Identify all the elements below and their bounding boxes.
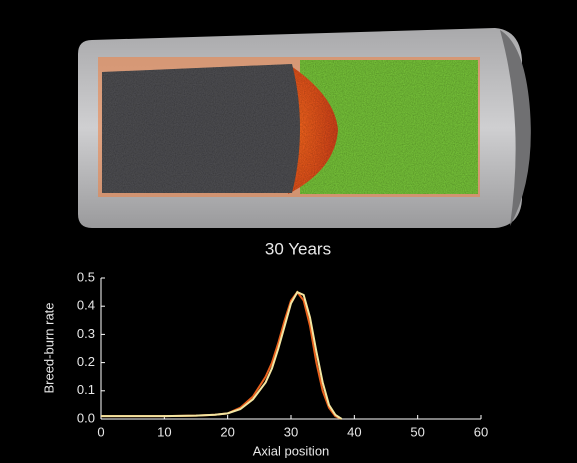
y-tick-label: 0.1 [77, 382, 95, 397]
y-tick-label: 0.0 [77, 410, 95, 425]
x-tick-label: 40 [347, 424, 361, 439]
cladding-end [500, 30, 531, 226]
series-line [101, 290, 343, 420]
x-tick-label: 30 [284, 424, 298, 439]
x-tick-label: 50 [410, 424, 424, 439]
fuel-rod-illustration [78, 28, 531, 228]
y-tick-label: 0.4 [77, 298, 95, 313]
y-tick-label: 0.2 [77, 354, 95, 369]
burn-wave [288, 64, 338, 194]
y-tick-label: 0.3 [77, 326, 95, 341]
x-tick-label: 20 [220, 424, 234, 439]
x-tick-label: 60 [474, 424, 488, 439]
y-tick-label: 0.5 [77, 269, 95, 284]
y-axis-label: Breed-burn rate [41, 302, 56, 393]
x-tick-label: 10 [157, 424, 171, 439]
x-tick-label: 0 [97, 424, 104, 439]
burned-fuel [102, 64, 300, 193]
x-axis-label: Axial position [253, 443, 330, 458]
series-line [101, 290, 343, 420]
chart-title: 30 Years [265, 239, 331, 258]
